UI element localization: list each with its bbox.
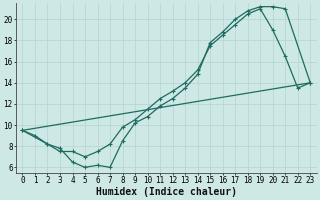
X-axis label: Humidex (Indice chaleur): Humidex (Indice chaleur) [96, 186, 237, 197]
